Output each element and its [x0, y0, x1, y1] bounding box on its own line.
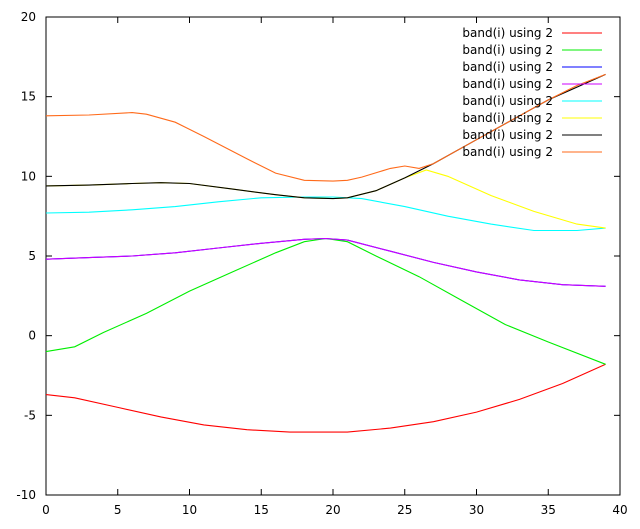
axis-ticks [45, 16, 621, 496]
x-tick-label: 40 [612, 503, 627, 517]
legend-label-1: band(i) using 2 [462, 26, 553, 40]
y-tick-label: 0 [28, 329, 36, 343]
series-line-3 [45, 237, 606, 287]
legend-label-5: band(i) using 2 [462, 94, 553, 108]
y-tick-label: -10 [16, 488, 36, 502]
x-tick-label: 15 [254, 503, 269, 517]
series-line-5 [45, 196, 606, 232]
legend-label-3: band(i) using 2 [462, 60, 553, 74]
series-line-8 [45, 73, 606, 182]
legend-label-4: band(i) using 2 [462, 77, 553, 91]
x-tick-label: 20 [325, 503, 340, 517]
x-tick-label: 30 [469, 503, 484, 517]
series-line-2 [45, 237, 606, 365]
legend-label-2: band(i) using 2 [462, 43, 553, 57]
series-lines [45, 73, 606, 433]
x-tick-label: 5 [114, 503, 122, 517]
y-tick-label: 20 [21, 10, 36, 24]
legend-label-8: band(i) using 2 [462, 145, 553, 159]
legend-label-7: band(i) using 2 [462, 128, 553, 142]
y-tick-label: 5 [28, 249, 36, 263]
x-tick-label: 10 [182, 503, 197, 517]
series-line-6 [45, 169, 606, 229]
y-axis-tick-labels: -10 -5 0 5 10 15 20 [16, 10, 36, 502]
y-tick-label: 15 [21, 90, 36, 104]
x-tick-label: 0 [42, 503, 50, 517]
x-tick-label: 35 [541, 503, 556, 517]
x-tick-label: 25 [397, 503, 412, 517]
y-tick-label: 10 [21, 169, 36, 183]
series-line-4 [45, 237, 606, 287]
series-line-1 [45, 363, 606, 433]
y-tick-label: -5 [24, 408, 36, 422]
x-axis-tick-labels: 0 5 10 15 20 25 30 35 40 [42, 503, 627, 517]
legend-label-6: band(i) using 2 [462, 111, 553, 125]
legend: band(i) using 2 band(i) using 2 band(i) us… [462, 26, 602, 159]
